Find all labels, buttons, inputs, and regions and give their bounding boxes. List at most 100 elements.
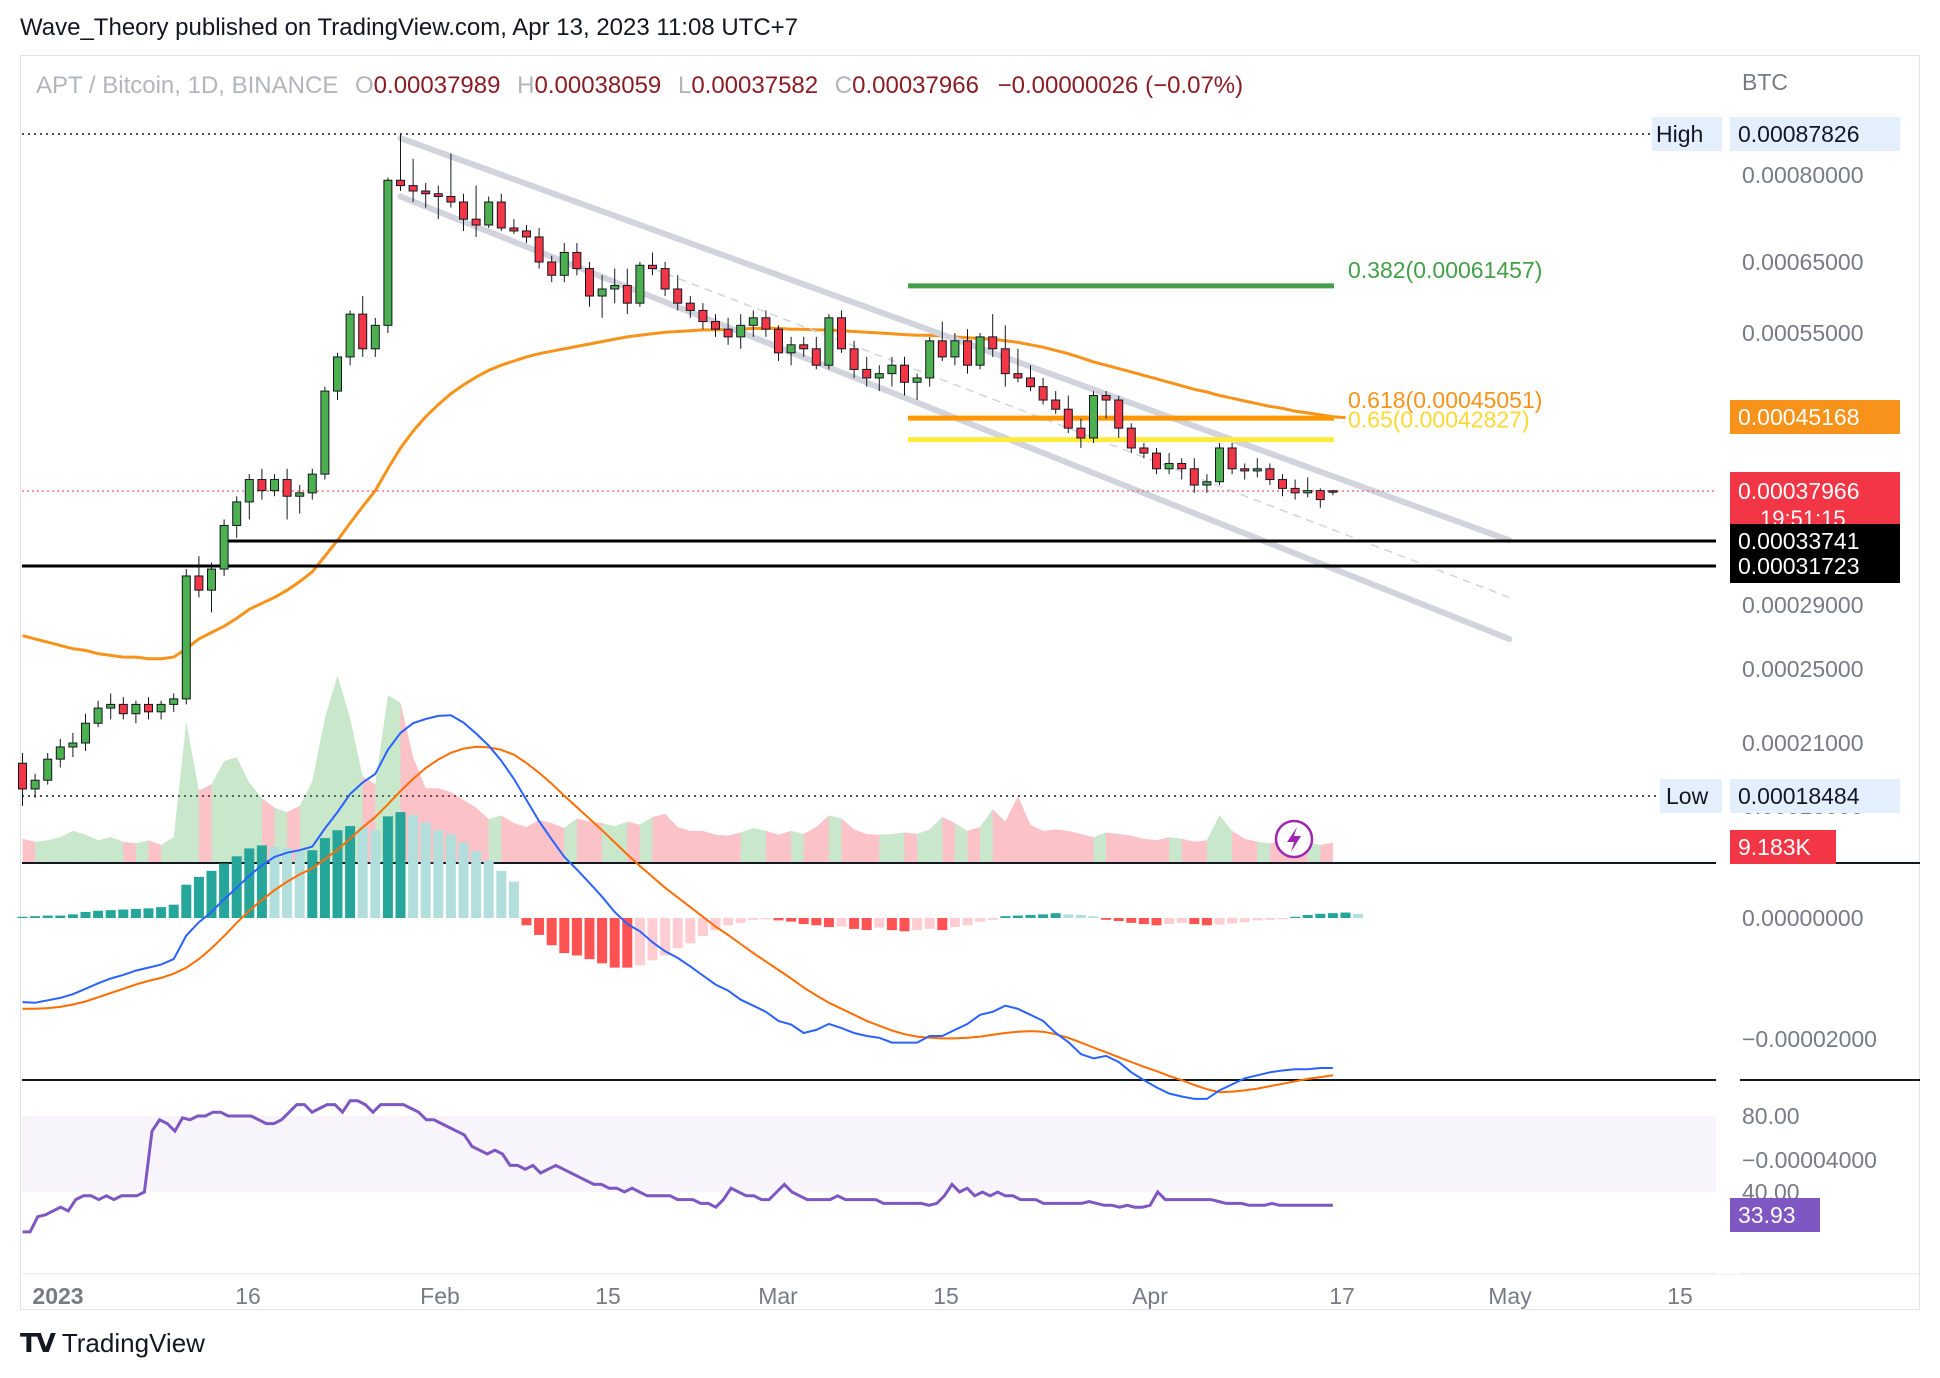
- volume-area: [161, 837, 174, 862]
- volume-area: [513, 823, 527, 862]
- macd-histogram-bar: [1189, 918, 1200, 925]
- candle-body: [1101, 395, 1111, 401]
- volume-area: [312, 718, 325, 862]
- candle-body: [43, 758, 53, 781]
- volume-area: [148, 840, 162, 862]
- macd-histogram-bar: [786, 918, 797, 922]
- candle-body: [811, 348, 821, 366]
- candle-body: [799, 344, 809, 350]
- candle-body: [975, 336, 985, 366]
- macd-histogram-bar: [697, 918, 708, 937]
- volume-area: [1156, 837, 1170, 862]
- candle-body: [925, 340, 935, 379]
- candle-body: [1303, 490, 1313, 494]
- volume-area: [1143, 838, 1157, 862]
- macd-histogram-bar: [546, 918, 557, 946]
- macd-histogram-bar: [420, 822, 431, 918]
- candle-body: [1265, 468, 1275, 481]
- macd-histogram-bar: [483, 860, 494, 918]
- candle-body: [282, 479, 292, 497]
- candle-body: [1089, 395, 1098, 439]
- macd-histogram-bar: [156, 907, 167, 918]
- candle-body: [106, 703, 116, 709]
- volume-area: [816, 815, 829, 862]
- candle-body: [68, 742, 78, 748]
- macd-histogram-bar: [1063, 914, 1074, 918]
- candle-body: [622, 285, 632, 304]
- volume-area: [765, 830, 779, 862]
- high-value-badge: 0.00087826: [1738, 121, 1860, 147]
- volume-area: [1118, 834, 1132, 862]
- candle-body: [1215, 447, 1224, 483]
- high-value: 0.00038059: [534, 72, 662, 99]
- candle-body: [408, 185, 418, 192]
- volume-area: [841, 818, 855, 862]
- volume-area: [614, 821, 628, 862]
- rsi-line: [22, 1099, 1333, 1234]
- volume-area: [526, 820, 540, 862]
- macd-histogram-bar: [294, 851, 305, 918]
- macd-histogram-bar: [408, 815, 419, 918]
- candle-body: [1315, 490, 1325, 501]
- volume-area: [665, 813, 678, 862]
- macd-histogram-bar: [1050, 913, 1061, 918]
- candle-body: [963, 340, 972, 366]
- volume-area: [740, 827, 754, 862]
- candle-body: [1038, 386, 1048, 401]
- macd-histogram-bar: [42, 915, 53, 918]
- macd-histogram-bar: [1075, 914, 1086, 918]
- volume-area: [1030, 824, 1044, 862]
- macd-histogram-bar: [1214, 918, 1225, 925]
- time-tick: 16: [235, 1283, 261, 1309]
- candle-body: [585, 268, 594, 297]
- volume-area: [135, 840, 149, 862]
- candle-body: [1240, 468, 1250, 472]
- volume-area: [639, 816, 653, 862]
- macd-histogram-bar: [256, 845, 267, 918]
- volume-area: [602, 823, 615, 862]
- price-tick: 0.00080000: [1742, 162, 1864, 188]
- candle-body: [219, 524, 229, 570]
- open-value: 0.00037989: [373, 72, 501, 99]
- ema-badge-bg: [1730, 400, 1900, 434]
- macd-histogram-bar: [823, 918, 834, 928]
- macd-histogram-bar: [1353, 913, 1364, 918]
- volume-area: [1055, 829, 1069, 862]
- candle-body: [1252, 468, 1262, 472]
- macd-histogram-bar: [357, 827, 368, 918]
- macd-histogram-bar: [17, 916, 28, 918]
- candle-body: [421, 190, 431, 195]
- lightning-glyph: [1287, 827, 1301, 852]
- candle-body: [572, 251, 582, 270]
- volume-area: [1068, 830, 1081, 862]
- macd-histogram-bar: [130, 908, 141, 918]
- macd-histogram-bar: [622, 918, 633, 968]
- macd-histogram-bar: [559, 918, 570, 954]
- volume-area: [967, 827, 981, 862]
- macd-histogram-bar: [1138, 918, 1149, 925]
- candle-body: [559, 251, 569, 276]
- fib-382-label: 0.382(0.00061457): [1348, 257, 1542, 283]
- volume-area: [715, 834, 729, 862]
- volume-area: [287, 806, 300, 862]
- volume-area: [98, 837, 111, 862]
- volume-area: [1080, 834, 1094, 862]
- volume-badge: 9.183K: [1738, 834, 1812, 860]
- candle-body: [459, 201, 468, 220]
- close-label: C: [834, 72, 853, 99]
- close-value: 0.00037966: [852, 72, 979, 99]
- macd-histogram-bar: [571, 918, 582, 956]
- volume-area: [1320, 842, 1333, 862]
- tradingview-logo[interactable]: TV TradingView: [20, 1328, 205, 1359]
- macd-histogram-bar: [1340, 912, 1351, 918]
- symbol-label[interactable]: APT / Bitcoin, 1D, BINANCE: [36, 72, 339, 99]
- candle-body: [723, 328, 733, 338]
- candle-body: [711, 321, 720, 330]
- macd-histogram-bar: [811, 918, 822, 926]
- macd-histogram-bar: [685, 918, 696, 944]
- macd-histogram-bar: [886, 918, 897, 931]
- macd-histogram-bar: [370, 830, 381, 918]
- candle-body: [534, 236, 544, 263]
- volume-area: [753, 827, 766, 862]
